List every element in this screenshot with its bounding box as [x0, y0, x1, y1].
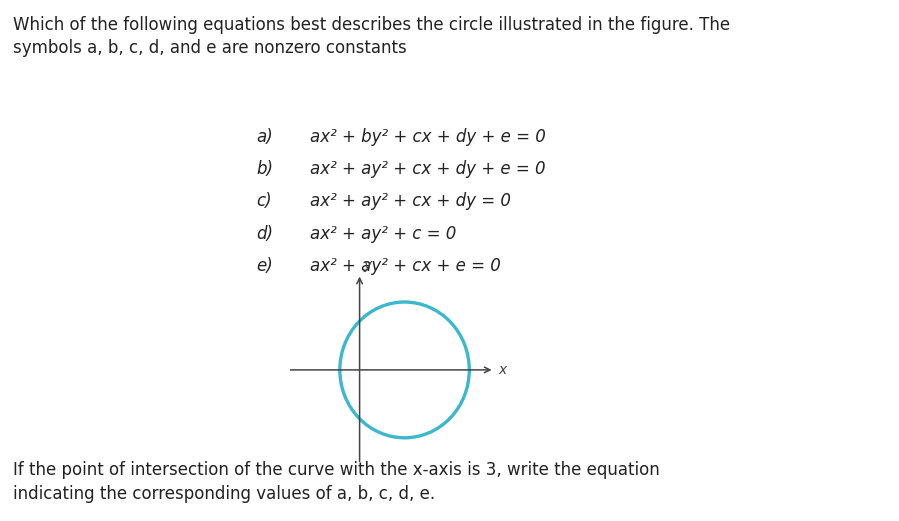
Text: b): b): [256, 160, 273, 178]
Text: a): a): [256, 128, 273, 146]
Text: y: y: [363, 258, 371, 272]
Text: e): e): [256, 257, 273, 275]
Text: c): c): [256, 192, 271, 210]
Text: ax² + ay² + cx + dy = 0: ax² + ay² + cx + dy = 0: [310, 192, 512, 210]
Text: If the point of intersection of the curve with the x-axis is 3, write the equati: If the point of intersection of the curv…: [13, 461, 660, 479]
Text: indicating the corresponding values of a, b, c, d, e.: indicating the corresponding values of a…: [13, 485, 436, 503]
Text: ax² + ay² + cx + e = 0: ax² + ay² + cx + e = 0: [310, 257, 501, 275]
Text: ax² + ay² + cx + dy + e = 0: ax² + ay² + cx + dy + e = 0: [310, 160, 546, 178]
Text: Which of the following equations best describes the circle illustrated in the fi: Which of the following equations best de…: [13, 16, 731, 34]
Text: x: x: [498, 363, 506, 377]
Text: ax² + by² + cx + dy + e = 0: ax² + by² + cx + dy + e = 0: [310, 128, 546, 146]
Text: d): d): [256, 225, 273, 243]
Text: symbols a, b, c, d, and e are nonzero constants: symbols a, b, c, d, and e are nonzero co…: [13, 39, 407, 57]
Text: ax² + ay² + c = 0: ax² + ay² + c = 0: [310, 225, 457, 243]
